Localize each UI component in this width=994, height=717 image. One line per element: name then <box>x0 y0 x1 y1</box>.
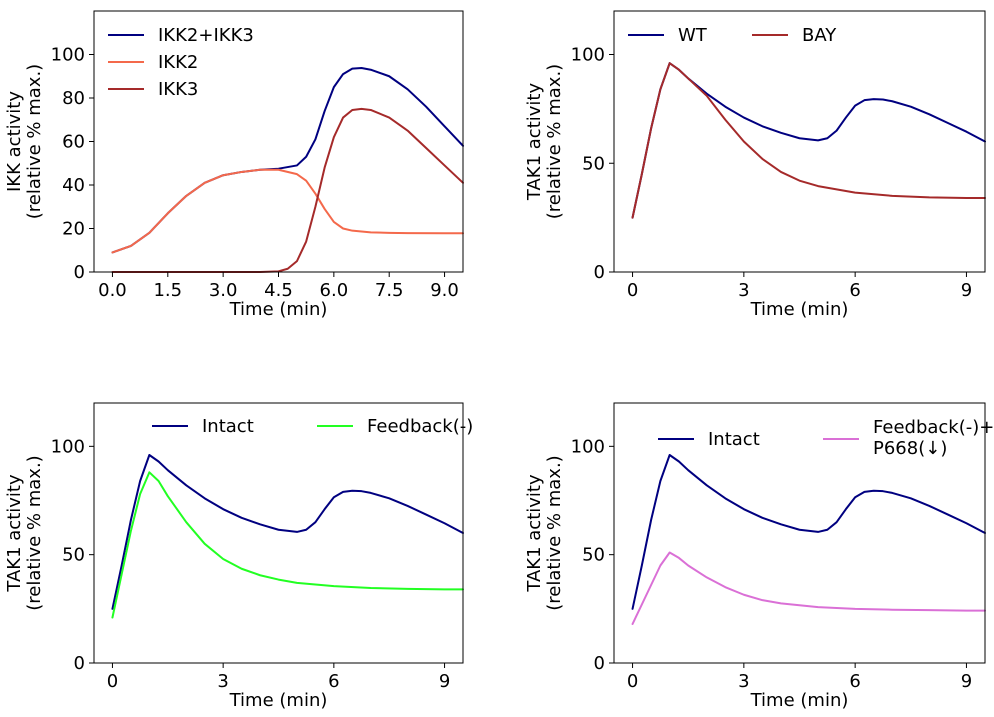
x-tick-label: 6 <box>849 280 860 301</box>
y-tick-label: 50 <box>582 153 605 174</box>
legend-label: Feedback(-) <box>367 416 473 437</box>
axes-frame <box>93 402 464 664</box>
x-tick-label: 7.5 <box>375 280 404 301</box>
x-tick-label: 0.0 <box>98 280 127 301</box>
y-tick-label: 100 <box>571 45 605 66</box>
legend-label-line2: P668(↓) <box>873 438 947 459</box>
y-axis-label-line2: (relative % max.) <box>24 64 45 219</box>
x-axis-label: Time (min) <box>229 299 328 320</box>
x-tick-label: 9.0 <box>430 280 459 301</box>
x-tick-label: 3 <box>217 671 228 692</box>
x-tick-label: 6.0 <box>320 280 349 301</box>
y-axis-label: TAK1 activity <box>4 474 25 593</box>
legend-label: Intact <box>708 429 760 450</box>
legend: Intact Feedback(-) <box>152 416 473 437</box>
y-tick-label: 40 <box>62 175 85 196</box>
axes-frame <box>613 10 986 273</box>
axes-frame <box>613 402 986 664</box>
series-line-1 <box>631 454 986 610</box>
chart-panel-3: 0 3 6 9 0 50 100 Time (min) TAK1 activity (relati… <box>4 402 473 711</box>
y-tick-label: 0 <box>594 262 605 283</box>
y-tick-label: 100 <box>51 45 85 66</box>
y-tick-label: 0 <box>594 653 605 674</box>
x-tick-label: 4.5 <box>264 280 293 301</box>
x-tick-label: 1.5 <box>153 280 182 301</box>
y-axis-label-line2: (relative % max.) <box>544 64 565 219</box>
chart-panel-2: 0 3 6 9 0 50 100 Time (min) TAK1 activity (relati… <box>524 10 986 320</box>
y-tick-label: 0 <box>74 653 85 674</box>
y-axis-label: IKK activity <box>4 91 25 192</box>
x-tick-label: 9 <box>439 671 450 692</box>
y-axis-label-line2: (relative % max.) <box>544 455 565 610</box>
chart-panel-4: 0 3 6 9 0 50 100 Time (min) TAK1 activity (relati… <box>524 402 994 711</box>
y-tick-label: 0 <box>74 262 85 283</box>
series-line-3 <box>111 107 464 273</box>
y-axis-label-line2: (relative % max.) <box>24 455 45 610</box>
legend-label: WT <box>678 25 708 46</box>
legend: WT BAY <box>628 25 837 46</box>
y-axis-label: TAK1 activity <box>524 474 545 593</box>
legend: IKK2+IKK3 IKK2 IKK3 <box>108 25 254 100</box>
y-tick-label: 50 <box>62 545 85 566</box>
series-line-1 <box>111 454 464 610</box>
series-line-2 <box>111 168 464 254</box>
x-tick-label: 9 <box>961 280 972 301</box>
x-axis-label: Time (min) <box>229 690 328 711</box>
x-tick-label: 0 <box>627 671 638 692</box>
x-tick-label: 0 <box>627 280 638 301</box>
series-line-1 <box>631 62 986 219</box>
y-tick-label: 80 <box>62 88 85 109</box>
series-line-2 <box>631 62 986 219</box>
x-tick-label: 0 <box>107 671 118 692</box>
legend: Intact Feedback(-)+P668(↓) <box>658 417 994 459</box>
chart-panel-1: 0.0 1.5 3.0 4.5 6.0 7.5 9.0 0 20 40 60 80 100 Time (m… <box>4 10 464 320</box>
legend-label: Feedback(-)+ <box>873 417 994 438</box>
legend-label: IKK2+IKK3 <box>158 25 254 46</box>
x-tick-label: 3 <box>738 280 749 301</box>
series-line-2 <box>111 471 464 619</box>
y-tick-label: 50 <box>582 545 605 566</box>
legend-label: Intact <box>202 416 254 437</box>
x-tick-label: 3.0 <box>209 280 238 301</box>
legend-label: BAY <box>802 25 837 46</box>
x-tick-label: 6 <box>849 671 860 692</box>
legend-label: IKK2 <box>158 52 198 73</box>
y-tick-label: 100 <box>571 436 605 457</box>
x-tick-label: 3 <box>738 671 749 692</box>
y-tick-label: 20 <box>62 219 85 240</box>
y-axis-label: TAK1 activity <box>524 83 545 202</box>
series-line-2 <box>631 551 986 625</box>
x-axis-label: Time (min) <box>750 690 849 711</box>
y-tick-label: 60 <box>62 132 85 153</box>
legend-label: IKK3 <box>158 79 198 100</box>
y-tick-label: 100 <box>51 436 85 457</box>
x-tick-label: 6 <box>328 671 339 692</box>
x-axis-label: Time (min) <box>750 299 849 320</box>
x-tick-label: 9 <box>961 671 972 692</box>
